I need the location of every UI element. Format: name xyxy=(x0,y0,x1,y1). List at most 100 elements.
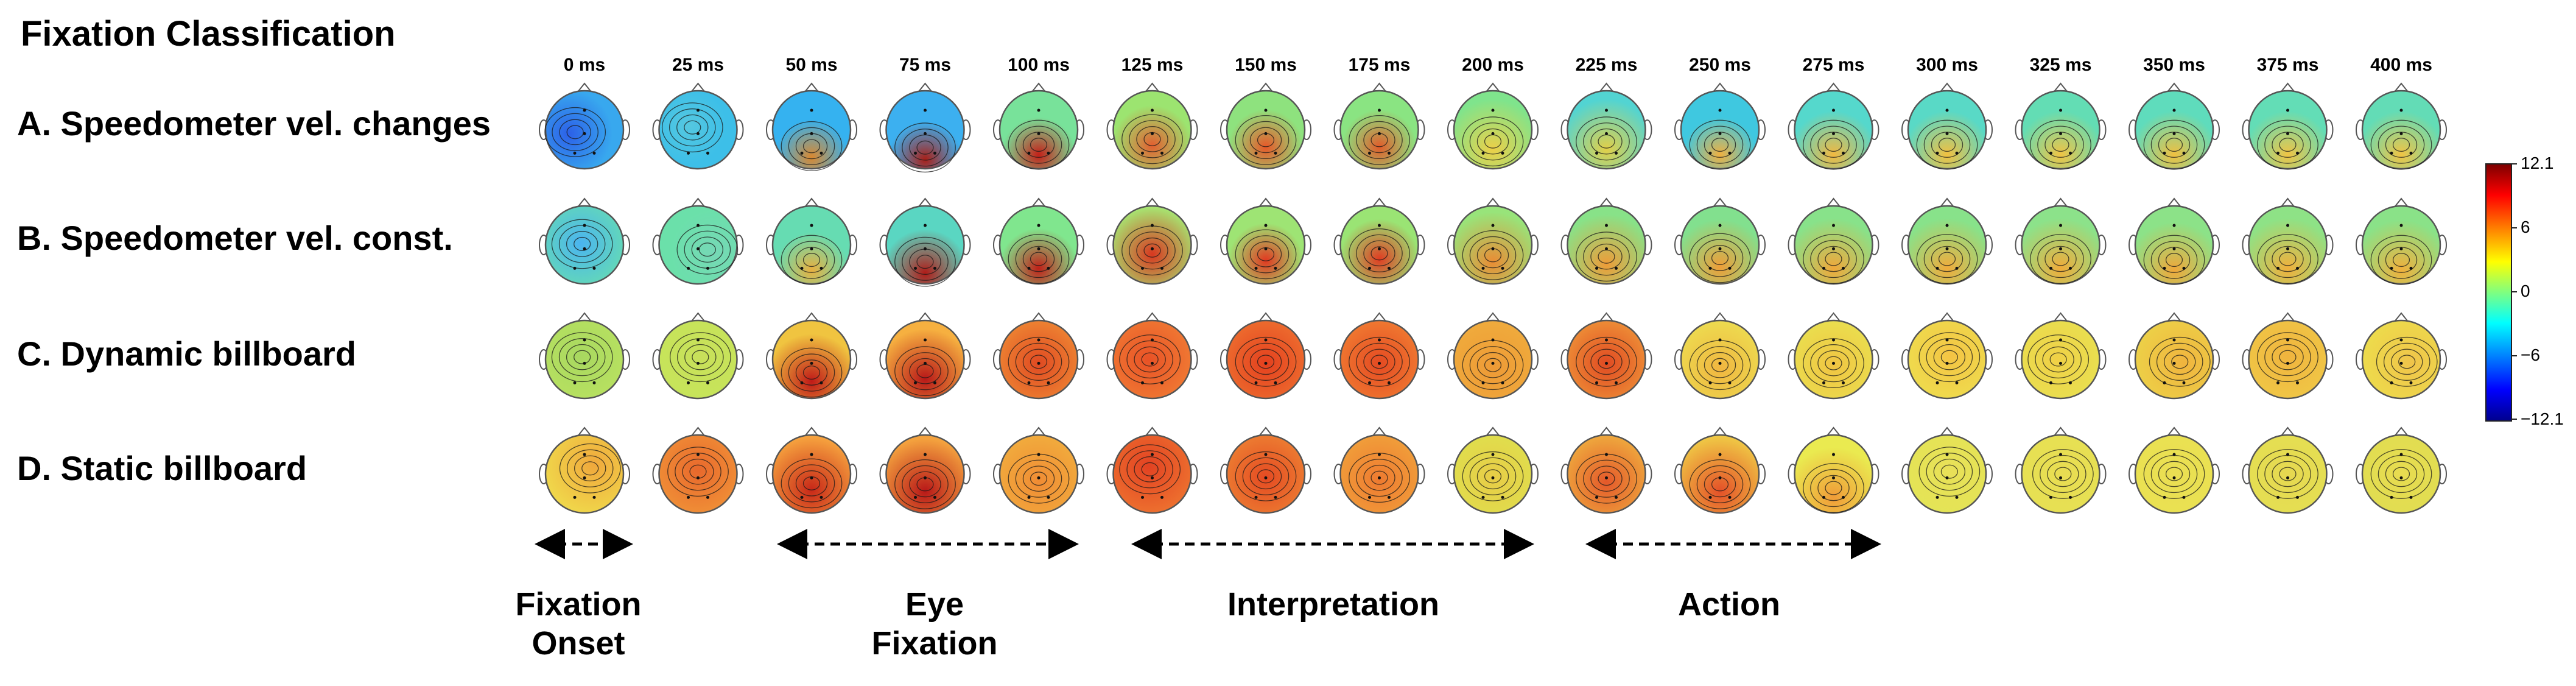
topomap xyxy=(1560,312,1652,400)
topomap xyxy=(1220,197,1311,285)
topomap xyxy=(1333,426,1425,514)
topomap xyxy=(1447,312,1539,400)
topomap xyxy=(2129,197,2220,285)
topomap xyxy=(1901,312,1993,400)
figure-title: Fixation Classification xyxy=(21,14,396,54)
topomap xyxy=(1560,197,1652,285)
topomap xyxy=(879,197,971,287)
topomap xyxy=(1447,426,1539,514)
topomap xyxy=(766,312,857,400)
topomap xyxy=(2015,197,2107,285)
row-label-a: A. Speedometer vel. changes xyxy=(17,104,491,143)
colorbar xyxy=(2485,163,2512,422)
topomap xyxy=(879,312,971,400)
topomap xyxy=(879,426,971,514)
time-label: 400 ms xyxy=(2370,55,2432,75)
topomap xyxy=(1447,197,1539,285)
topomap xyxy=(2129,312,2220,400)
colorbar-tick-neg6: −6 xyxy=(2521,345,2540,364)
time-label: 225 ms xyxy=(1575,55,1638,75)
time-label: 100 ms xyxy=(1008,55,1070,75)
time-label: 0 ms xyxy=(563,55,606,75)
time-label: 150 ms xyxy=(1235,55,1297,75)
time-label: 75 ms xyxy=(899,55,952,75)
topomap xyxy=(766,197,857,285)
topomap xyxy=(1560,426,1652,514)
topomap xyxy=(1788,312,1879,400)
topomap xyxy=(1333,312,1425,400)
topomap xyxy=(2356,426,2447,514)
topomap xyxy=(2356,197,2447,285)
topomap xyxy=(1901,197,1993,285)
row-label-c: C. Dynamic billboard xyxy=(17,334,356,373)
topomap xyxy=(1788,197,1879,285)
time-label: 350 ms xyxy=(2143,55,2205,75)
topomap xyxy=(1106,312,1198,400)
topomap xyxy=(1333,197,1425,285)
topomap xyxy=(1220,426,1311,514)
time-label: 200 ms xyxy=(1462,55,1524,75)
topomap xyxy=(993,426,1084,514)
topomap xyxy=(652,82,744,170)
topomap xyxy=(1674,312,1766,400)
topomap xyxy=(2015,312,2107,400)
time-label: 375 ms xyxy=(2256,55,2319,75)
topomap xyxy=(1106,426,1198,514)
topomap xyxy=(539,312,630,400)
topomap xyxy=(2015,82,2107,170)
topomap xyxy=(2129,82,2220,170)
topomap xyxy=(1674,82,1766,170)
topomap xyxy=(1106,197,1198,285)
topomap xyxy=(539,426,630,514)
colorbar-tick-min: −12.1 xyxy=(2521,409,2564,428)
topomap xyxy=(1220,312,1311,400)
topomap xyxy=(1447,82,1539,170)
phase-fixation-onset: Fixation Onset xyxy=(515,586,642,662)
topomap xyxy=(1788,426,1879,514)
topomap xyxy=(1220,82,1311,170)
topomap xyxy=(2356,312,2447,400)
time-label: 175 ms xyxy=(1348,55,1411,75)
topomap xyxy=(993,312,1084,400)
topomap xyxy=(879,82,971,173)
topomap xyxy=(539,82,630,170)
phase-action: Action xyxy=(1678,586,1780,623)
topomap xyxy=(766,426,857,514)
row-label-d: D. Static billboard xyxy=(17,449,307,487)
topomap xyxy=(2015,426,2107,514)
time-label: 300 ms xyxy=(1916,55,1978,75)
row-label-b: B. Speedometer vel. const. xyxy=(17,219,453,257)
topomap xyxy=(766,82,857,171)
phase-interpretation: Interpretation xyxy=(1227,586,1440,623)
topomap xyxy=(2129,426,2220,514)
phase-eye-fixation: Eye Fixation xyxy=(871,586,998,662)
topomap xyxy=(2242,312,2334,400)
time-label: 25 ms xyxy=(672,55,725,75)
topomap xyxy=(1560,82,1652,170)
topomap xyxy=(652,426,744,514)
topomap xyxy=(2242,82,2334,170)
topomap xyxy=(1674,197,1766,285)
topomap xyxy=(2242,426,2334,514)
topomap xyxy=(1333,82,1425,170)
topomap xyxy=(652,312,744,400)
topomap xyxy=(1901,82,1993,170)
topomap xyxy=(539,197,630,285)
topomap xyxy=(1901,426,1993,514)
time-label: 325 ms xyxy=(2029,55,2092,75)
colorbar-tick-6: 6 xyxy=(2521,217,2530,236)
topomap xyxy=(993,82,1084,170)
time-label: 50 ms xyxy=(785,55,838,75)
time-label: 125 ms xyxy=(1121,55,1184,75)
colorbar-tick-max: 12.1 xyxy=(2521,154,2554,172)
topomap xyxy=(2242,197,2334,285)
time-label: 275 ms xyxy=(1802,55,1865,75)
topomap xyxy=(1674,426,1766,514)
topomap xyxy=(2356,82,2447,170)
time-label: 250 ms xyxy=(1689,55,1751,75)
topomap xyxy=(652,197,744,285)
colorbar-tick-0: 0 xyxy=(2521,281,2530,300)
topomap xyxy=(1788,82,1879,170)
